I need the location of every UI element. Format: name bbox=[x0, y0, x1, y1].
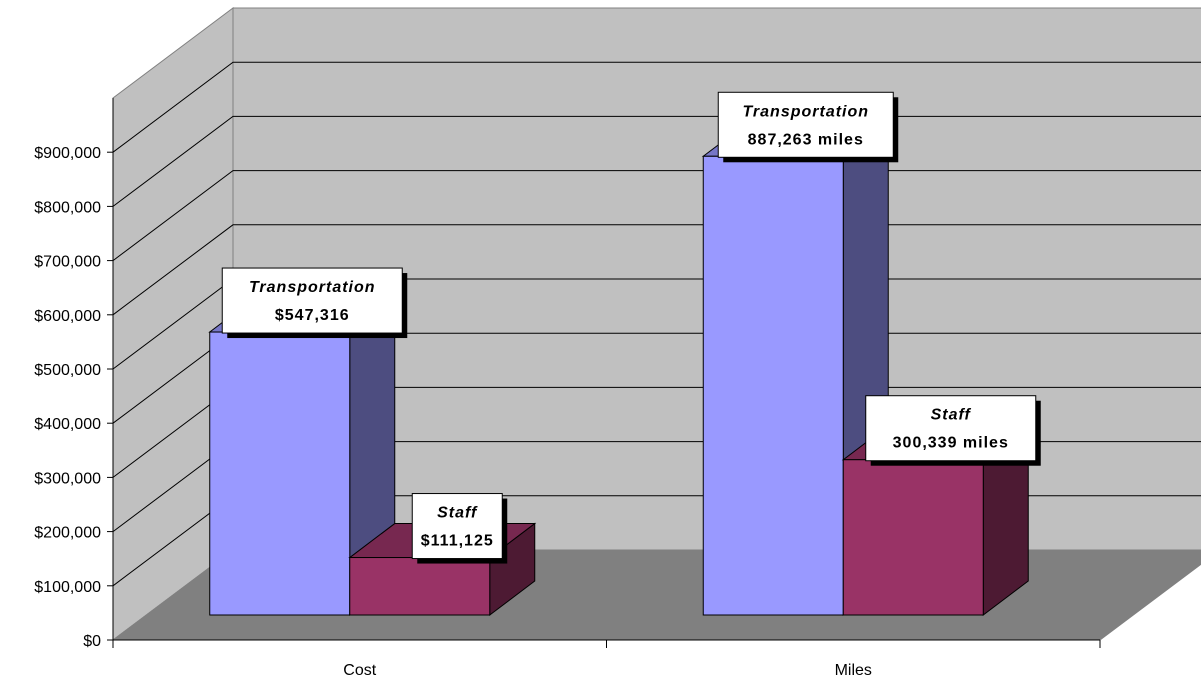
y-tick-label: $500,000 bbox=[34, 362, 101, 379]
label-value: $111,125 bbox=[421, 533, 494, 550]
label-series-name: Staff bbox=[437, 505, 478, 522]
label-box bbox=[717, 91, 894, 158]
y-tick-label: $0 bbox=[83, 633, 101, 650]
label-box bbox=[411, 493, 503, 560]
bar bbox=[702, 155, 844, 616]
y-axis: $0 $100,000 $200,000 $300,000 $400,000 $500,0… bbox=[34, 98, 114, 650]
y-tick-label: $200,000 bbox=[34, 525, 101, 542]
label-box bbox=[221, 267, 403, 334]
label-series-name: Staff bbox=[931, 407, 972, 424]
label-box bbox=[865, 395, 1037, 462]
y-tick-label: $600,000 bbox=[34, 308, 101, 325]
gridline bbox=[112, 224, 1201, 316]
bar bbox=[209, 331, 351, 616]
x-tick-label: Cost bbox=[343, 662, 376, 678]
gridline bbox=[112, 170, 1201, 262]
x-axis: Cost Miles bbox=[112, 639, 1101, 678]
label-series-name: Transportation bbox=[742, 103, 869, 120]
y-tick-label: $800,000 bbox=[34, 199, 101, 216]
label-series-name: Transportation bbox=[249, 279, 376, 296]
label-value: 887,263 miles bbox=[748, 131, 864, 148]
y-tick-label: $700,000 bbox=[34, 254, 101, 271]
label-value: $547,316 bbox=[275, 307, 350, 324]
x-tick-label: Miles bbox=[835, 662, 872, 678]
label-value: 300,339 miles bbox=[893, 435, 1009, 452]
y-tick-label: $300,000 bbox=[34, 470, 101, 487]
y-tick-label: $900,000 bbox=[34, 145, 101, 162]
bar bbox=[349, 557, 491, 616]
y-tick-label: $400,000 bbox=[34, 416, 101, 433]
gridline bbox=[112, 61, 1201, 153]
data-labels: Transportation $547,316 Staff $111,125 Trans… bbox=[221, 91, 1041, 564]
bar bbox=[842, 459, 984, 616]
y-tick-label: $100,000 bbox=[34, 579, 101, 596]
